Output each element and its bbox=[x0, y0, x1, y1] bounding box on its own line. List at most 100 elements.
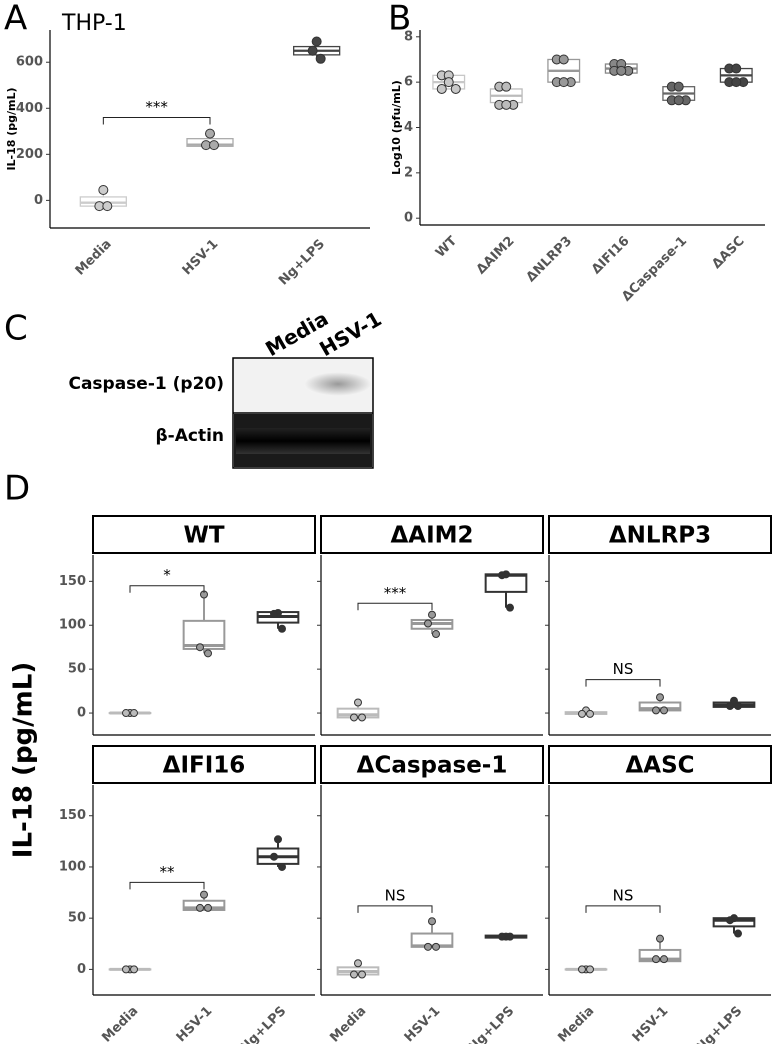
x-tick-label: ΔIFI16 bbox=[589, 234, 633, 278]
significance-label: NS bbox=[385, 886, 406, 904]
data-point bbox=[270, 609, 278, 618]
x-tick-label: Ng+LPS bbox=[276, 237, 328, 289]
facet-strip bbox=[92, 745, 316, 784]
y-tick-label: 2 bbox=[404, 165, 413, 180]
data-point bbox=[102, 201, 113, 212]
data-point bbox=[270, 852, 278, 861]
y-tick-label: 0 bbox=[77, 706, 86, 721]
data-point bbox=[204, 649, 212, 658]
x-tick-label: Media bbox=[327, 1004, 369, 1044]
significance-bracket bbox=[585, 679, 661, 687]
significance-label: *** bbox=[145, 98, 168, 116]
y-tick-label: 600 bbox=[16, 55, 43, 70]
significance-bracket bbox=[357, 905, 433, 913]
data-point bbox=[196, 903, 204, 912]
y-tick-label: 100 bbox=[59, 859, 86, 874]
data-point bbox=[424, 942, 432, 951]
data-point bbox=[673, 81, 684, 92]
data-point bbox=[278, 624, 286, 633]
y-tick-label: 150 bbox=[59, 808, 86, 823]
x-tick-label: Ng+LPS bbox=[237, 1004, 289, 1044]
data-point bbox=[122, 709, 130, 718]
facet-title: ΔNLRP3 bbox=[609, 523, 711, 549]
panel-title: THP-1 bbox=[61, 11, 127, 36]
data-point bbox=[731, 77, 742, 88]
data-point bbox=[660, 706, 668, 715]
y-tick-label: 4 bbox=[404, 120, 413, 135]
data-point bbox=[122, 965, 130, 974]
row-label: Caspase-1 (p20) bbox=[68, 374, 224, 394]
data-point bbox=[196, 643, 204, 652]
x-tick-label: WT bbox=[433, 234, 460, 261]
data-point bbox=[315, 53, 326, 64]
facet-title: ΔASC bbox=[625, 753, 694, 779]
data-point bbox=[130, 709, 138, 718]
data-point bbox=[586, 709, 594, 718]
y-tick-label: 0 bbox=[34, 193, 43, 208]
y-axis-label: Log10 (pfu/mL) bbox=[390, 80, 403, 175]
facet-title: ΔAIM2 bbox=[390, 523, 473, 549]
facet-strip bbox=[92, 515, 316, 554]
significance-label: *** bbox=[384, 584, 407, 602]
data-point bbox=[350, 713, 358, 722]
y-tick-label: 400 bbox=[16, 101, 43, 116]
y-tick-label: 200 bbox=[16, 147, 43, 162]
y-tick-label: 150 bbox=[59, 574, 86, 589]
y-tick-label: 50 bbox=[68, 911, 86, 926]
significance-label: * bbox=[163, 566, 171, 584]
facet-title: ΔIFI16 bbox=[163, 753, 246, 779]
data-point bbox=[501, 99, 512, 110]
data-point bbox=[506, 603, 514, 612]
data-point bbox=[354, 698, 362, 707]
data-point bbox=[578, 709, 586, 718]
data-point bbox=[616, 65, 627, 76]
y-tick-label: 100 bbox=[59, 618, 86, 633]
data-point bbox=[656, 693, 664, 702]
row-label: β-Actin bbox=[155, 426, 224, 446]
y-tick-label: 50 bbox=[68, 662, 86, 677]
data-point bbox=[205, 128, 215, 139]
data-point bbox=[204, 903, 212, 912]
x-tick-label: Media bbox=[73, 237, 115, 279]
data-point bbox=[734, 929, 742, 938]
significance-label: NS bbox=[613, 660, 634, 678]
data-point bbox=[130, 965, 138, 974]
data-point bbox=[652, 706, 660, 715]
facet-strip bbox=[320, 745, 544, 784]
significance-bracket bbox=[129, 585, 205, 593]
x-tick-label: Ng+LPS bbox=[465, 1004, 517, 1044]
data-point bbox=[558, 77, 569, 88]
data-point bbox=[578, 965, 586, 974]
data-point bbox=[358, 713, 366, 722]
data-point bbox=[278, 862, 286, 871]
data-point bbox=[660, 955, 668, 964]
data-point bbox=[506, 932, 514, 941]
data-point bbox=[200, 890, 208, 899]
significance-bracket bbox=[102, 116, 211, 125]
data-point bbox=[311, 36, 322, 47]
data-point bbox=[424, 619, 432, 628]
x-tick-label: ΔAIM2 bbox=[474, 234, 518, 278]
data-point bbox=[586, 965, 594, 974]
data-point bbox=[307, 45, 318, 56]
data-point bbox=[501, 81, 512, 92]
data-point bbox=[450, 83, 461, 94]
significance-bracket bbox=[129, 881, 205, 890]
blot bbox=[232, 357, 374, 469]
data-point bbox=[428, 917, 436, 926]
x-tick-label: HSV-1 bbox=[180, 237, 222, 279]
facet-strip bbox=[548, 515, 772, 554]
significance-label: NS bbox=[613, 886, 634, 904]
blot-band bbox=[304, 372, 372, 396]
y-axis-label: IL-18 (pg/mL) bbox=[9, 662, 39, 858]
data-point bbox=[673, 95, 684, 106]
panel-letter: D bbox=[4, 469, 30, 509]
data-point bbox=[734, 702, 742, 711]
significance-bracket bbox=[357, 602, 433, 611]
data-point bbox=[731, 63, 742, 74]
data-point bbox=[656, 934, 664, 943]
x-tick-label: HSV-1 bbox=[630, 1004, 672, 1044]
data-point bbox=[98, 185, 109, 196]
facet-strip bbox=[320, 515, 544, 554]
